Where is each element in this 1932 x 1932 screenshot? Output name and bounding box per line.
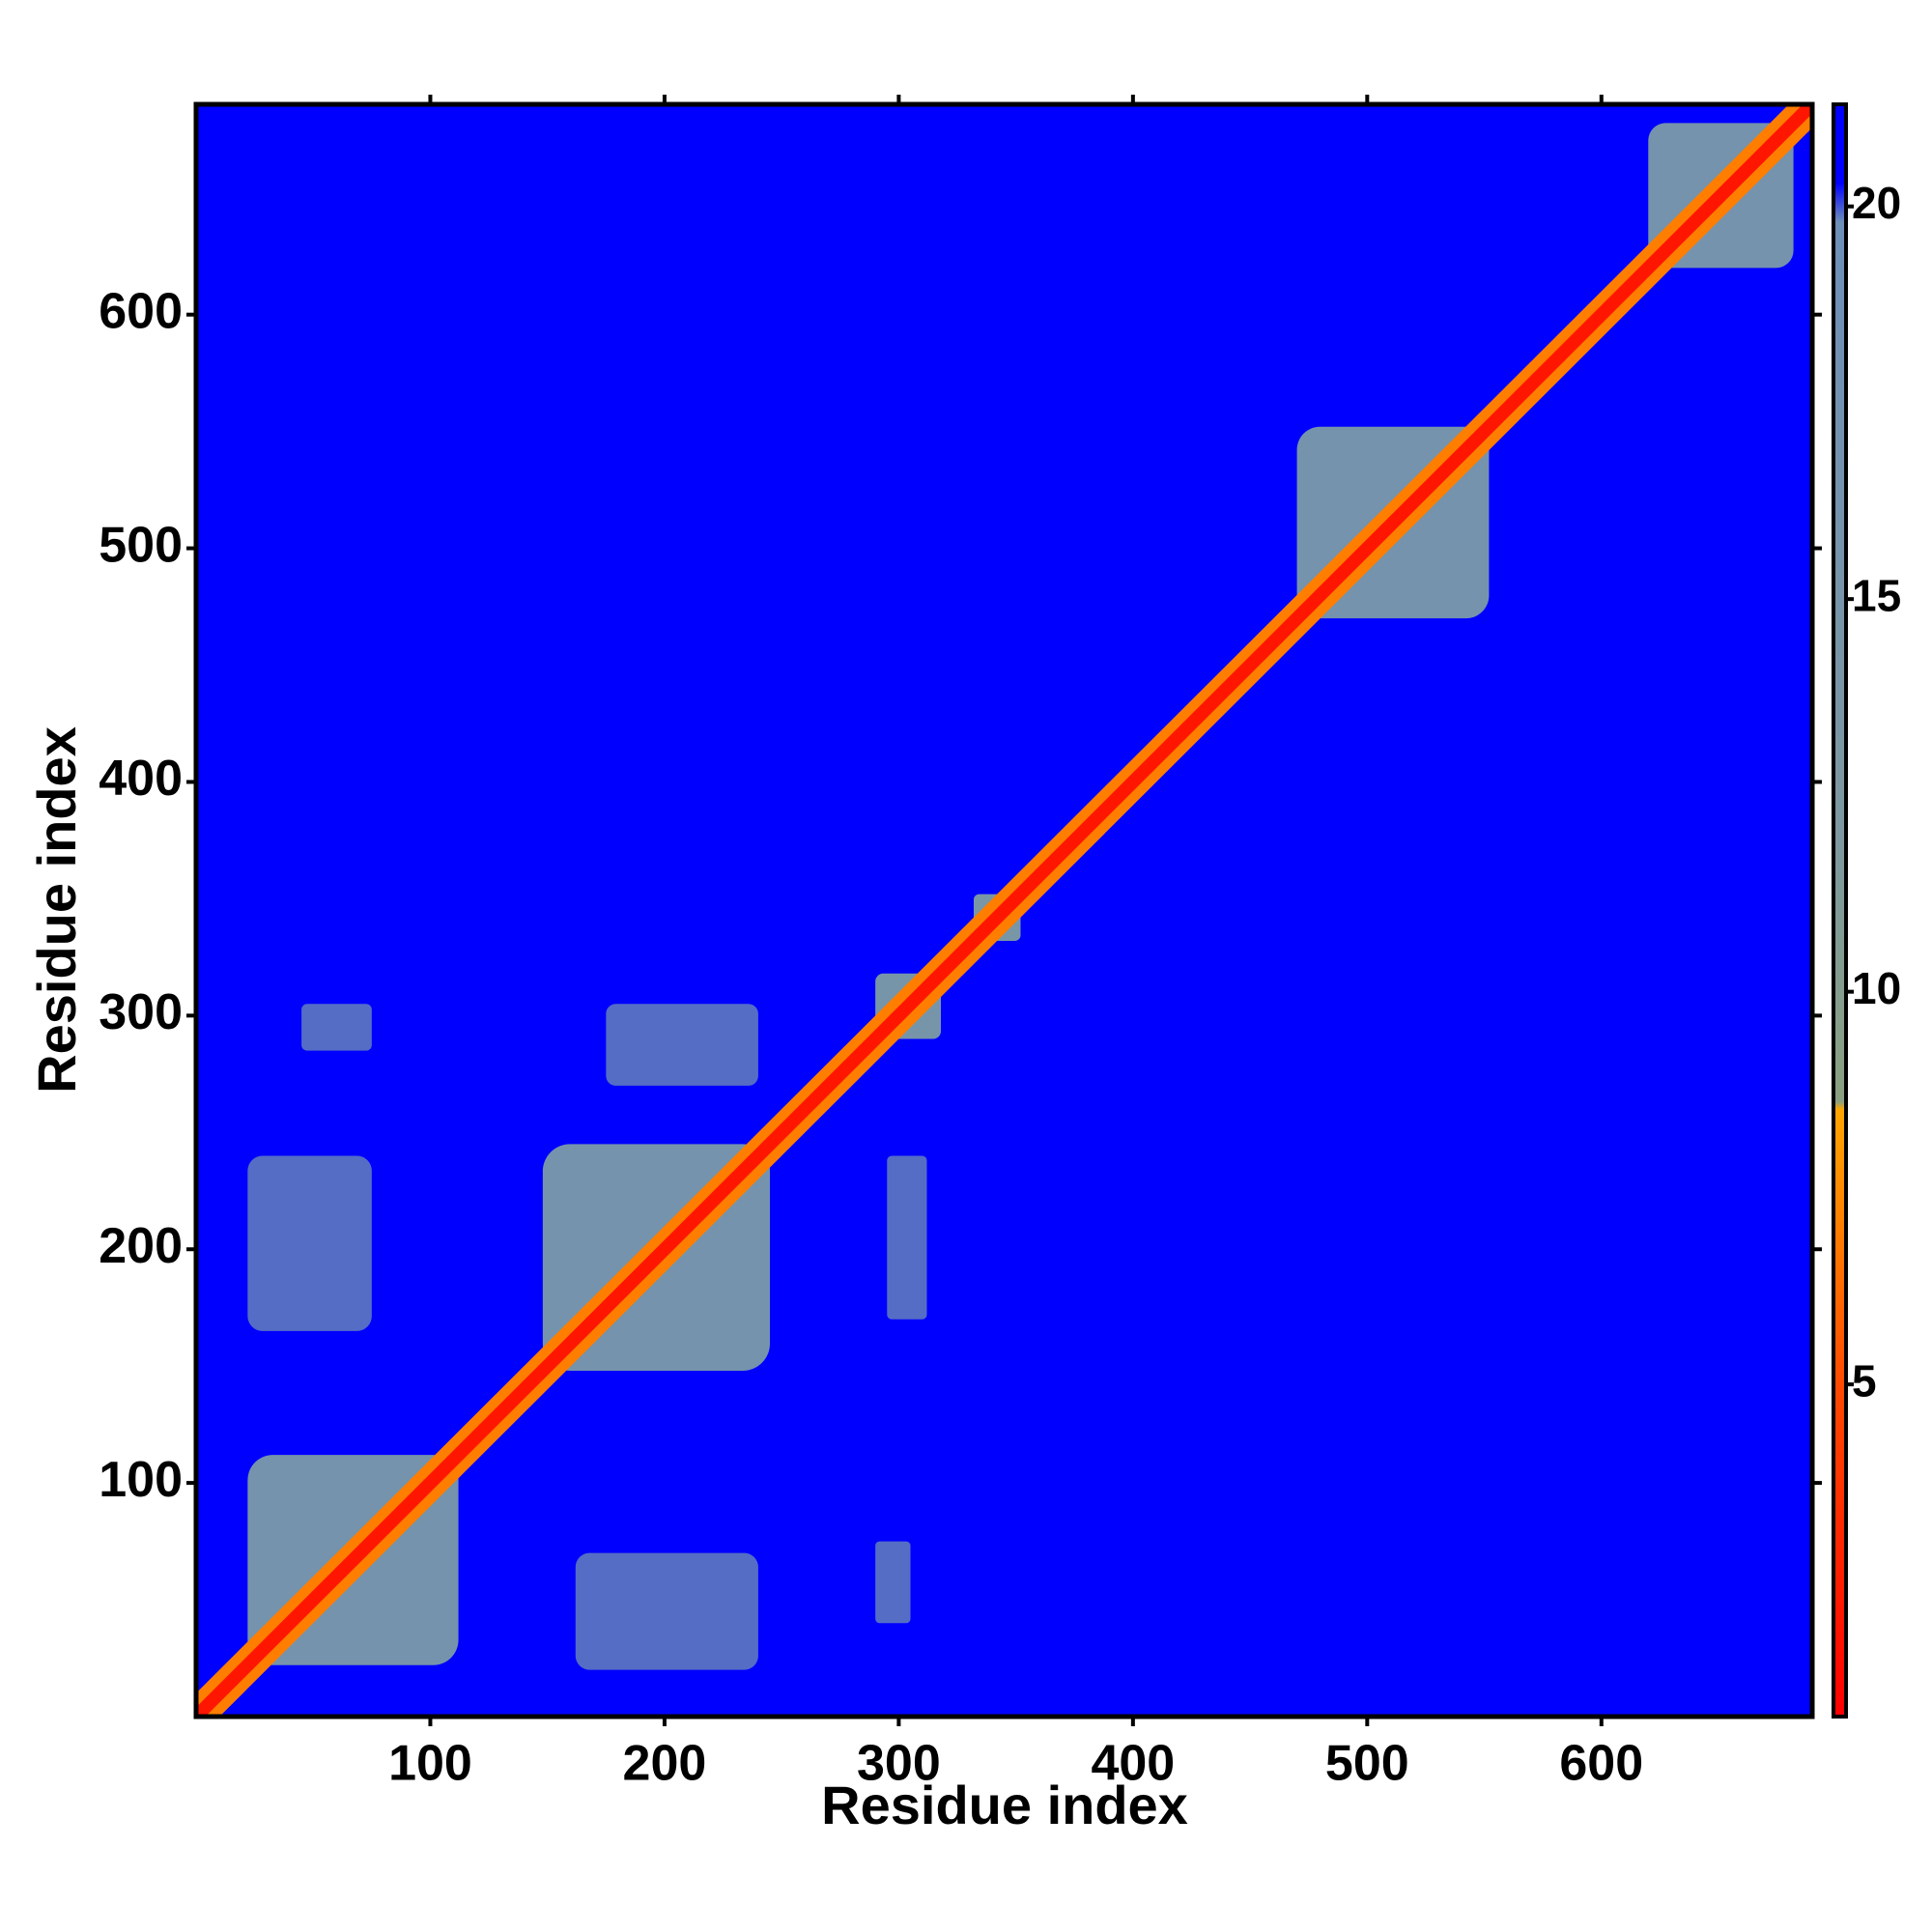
y-tick-label: 600 — [99, 283, 183, 339]
y-tick-label: 100 — [99, 1452, 183, 1508]
region — [887, 1155, 927, 1320]
y-tick-label: 300 — [99, 984, 183, 1040]
y-tick-label: 200 — [99, 1218, 183, 1274]
colorbar — [1832, 102, 1848, 1719]
y-tick-label: 400 — [99, 751, 183, 807]
x-axis-title: Residue index — [821, 1775, 1188, 1835]
region — [875, 1541, 911, 1624]
region — [247, 1155, 372, 1331]
colorbar-tick-label: 15 — [1852, 570, 1901, 620]
x-tick-label: 100 — [388, 1736, 472, 1792]
y-axis-title: Residue index — [26, 726, 87, 1094]
region — [606, 1004, 758, 1086]
colorbar-tick-label: 10 — [1852, 963, 1901, 1013]
x-tick-label: 500 — [1325, 1736, 1409, 1792]
colorbar-tick-label: 20 — [1852, 178, 1901, 228]
x-tick-label: 200 — [623, 1736, 707, 1792]
diagonal-band — [196, 104, 1812, 1717]
region — [575, 1552, 758, 1670]
plot-area — [196, 104, 1812, 1717]
region — [301, 1004, 372, 1051]
x-tick-label: 300 — [857, 1736, 941, 1792]
plot-frame — [193, 101, 1815, 1719]
y-tick-label: 500 — [99, 517, 183, 573]
x-tick-label: 600 — [1559, 1736, 1643, 1792]
colorbar-tick-label: 5 — [1852, 1355, 1877, 1406]
x-tick-label: 400 — [1091, 1736, 1175, 1792]
